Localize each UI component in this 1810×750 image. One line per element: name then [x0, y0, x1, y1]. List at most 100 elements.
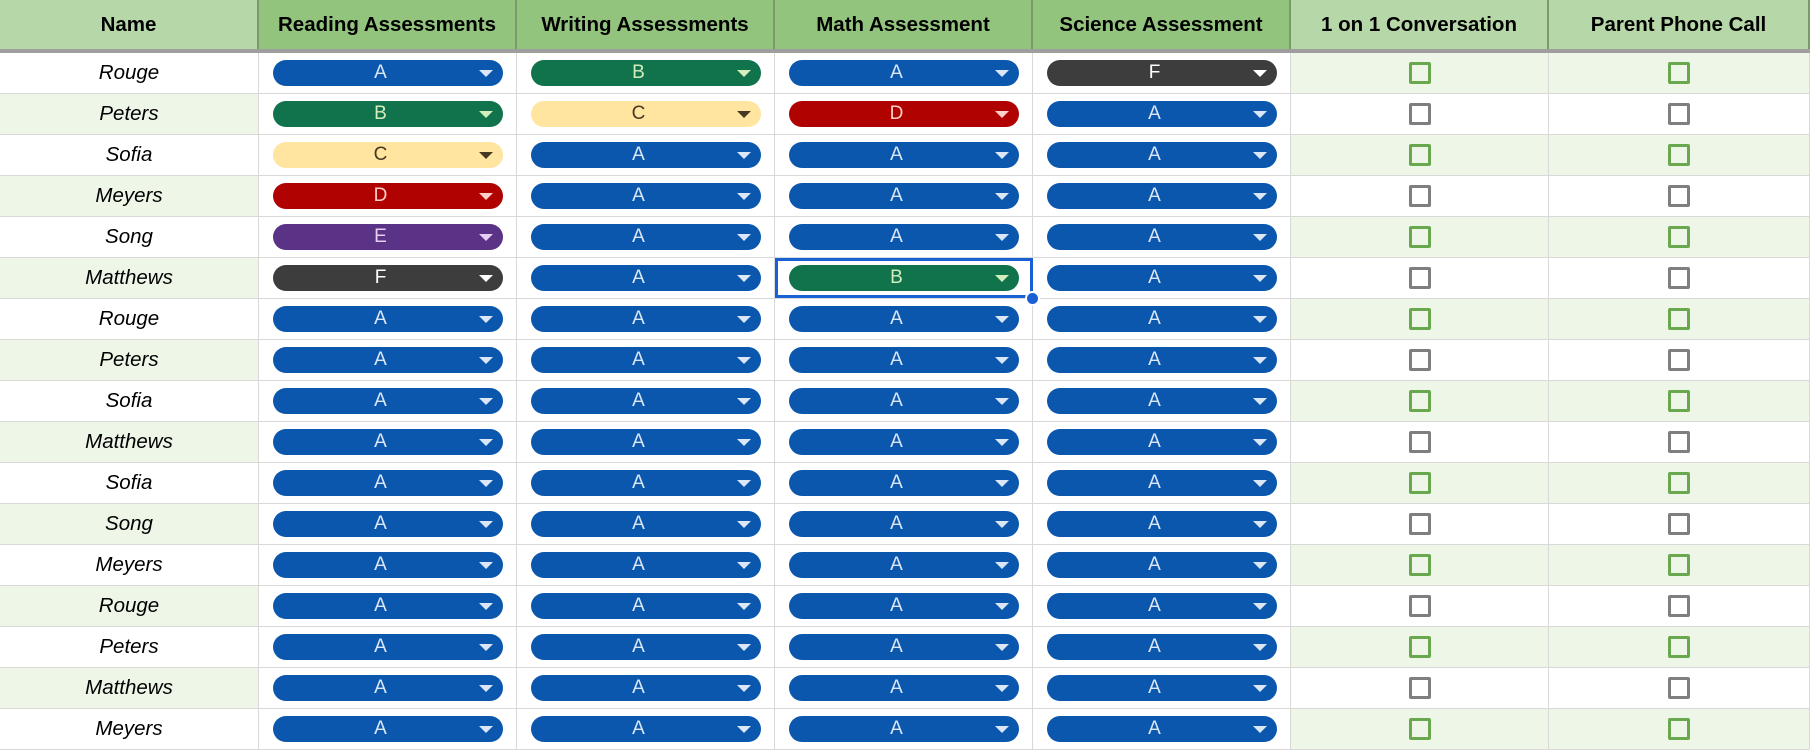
dropdown-arrow-icon[interactable] [1252, 726, 1267, 733]
grade-dropdown-chip[interactable]: A [272, 675, 503, 701]
one-on-one-checkbox[interactable] [1408, 308, 1431, 330]
dropdown-arrow-icon[interactable] [1252, 152, 1267, 159]
grade-dropdown-chip[interactable]: A [788, 388, 1019, 414]
dropdown-arrow-icon[interactable] [994, 398, 1009, 405]
grade-dropdown-chip[interactable]: A [530, 593, 761, 619]
math-grade-cell[interactable]: A [775, 53, 1033, 93]
reading-grade-cell[interactable]: A [259, 422, 517, 462]
dropdown-arrow-icon[interactable] [478, 480, 493, 487]
science-grade-cell[interactable]: A [1033, 668, 1291, 708]
dropdown-arrow-icon[interactable] [736, 111, 751, 118]
dropdown-arrow-icon[interactable] [736, 562, 751, 569]
name-cell[interactable]: Song [0, 217, 259, 257]
column-header-parent-call[interactable]: Parent Phone Call [1549, 0, 1810, 49]
grade-dropdown-chip[interactable]: A [788, 224, 1019, 250]
dropdown-arrow-icon[interactable] [994, 193, 1009, 200]
one-on-one-checkbox[interactable] [1408, 103, 1431, 125]
dropdown-arrow-icon[interactable] [478, 726, 493, 733]
one-on-one-checkbox[interactable] [1408, 267, 1431, 289]
grade-dropdown-chip[interactable]: A [788, 552, 1019, 578]
writing-grade-cell[interactable]: A [517, 135, 775, 175]
dropdown-arrow-icon[interactable] [478, 316, 493, 323]
math-grade-cell[interactable]: A [775, 340, 1033, 380]
reading-grade-cell[interactable]: A [259, 463, 517, 503]
grade-dropdown-chip[interactable]: A [788, 429, 1019, 455]
math-grade-cell[interactable]: A [775, 299, 1033, 339]
one-on-one-checkbox[interactable] [1408, 554, 1431, 576]
grade-dropdown-chip[interactable]: A [788, 60, 1019, 86]
grade-dropdown-chip[interactable]: A [788, 634, 1019, 660]
science-grade-cell[interactable]: A [1033, 299, 1291, 339]
grade-dropdown-chip[interactable]: A [1046, 634, 1277, 660]
grade-dropdown-chip[interactable]: F [1046, 60, 1277, 86]
grade-dropdown-chip[interactable]: A [530, 634, 761, 660]
reading-grade-cell[interactable]: B [259, 94, 517, 134]
math-grade-cell[interactable]: D [775, 94, 1033, 134]
reading-grade-cell[interactable]: A [259, 545, 517, 585]
reading-grade-cell[interactable]: D [259, 176, 517, 216]
grade-dropdown-chip[interactable]: A [788, 511, 1019, 537]
one-on-one-checkbox[interactable] [1408, 595, 1431, 617]
reading-grade-cell[interactable]: A [259, 668, 517, 708]
dropdown-arrow-icon[interactable] [1252, 111, 1267, 118]
dropdown-arrow-icon[interactable] [736, 603, 751, 610]
dropdown-arrow-icon[interactable] [736, 726, 751, 733]
parent-call-checkbox[interactable] [1668, 267, 1690, 289]
dropdown-arrow-icon[interactable] [1252, 275, 1267, 282]
grade-dropdown-chip[interactable]: A [1046, 511, 1277, 537]
one-on-one-checkbox[interactable] [1408, 636, 1431, 658]
grade-dropdown-chip[interactable]: B [788, 265, 1019, 291]
grade-dropdown-chip[interactable]: A [788, 675, 1019, 701]
name-cell[interactable]: Peters [0, 340, 259, 380]
grade-dropdown-chip[interactable]: A [530, 183, 761, 209]
grade-dropdown-chip[interactable]: A [788, 347, 1019, 373]
dropdown-arrow-icon[interactable] [1252, 562, 1267, 569]
name-cell[interactable]: Meyers [0, 176, 259, 216]
one-on-one-checkbox[interactable] [1408, 472, 1431, 494]
writing-grade-cell[interactable]: C [517, 94, 775, 134]
grade-dropdown-chip[interactable]: A [788, 183, 1019, 209]
science-grade-cell[interactable]: A [1033, 217, 1291, 257]
dropdown-arrow-icon[interactable] [478, 685, 493, 692]
parent-call-checkbox[interactable] [1668, 349, 1690, 371]
column-header-name[interactable]: Name [0, 0, 259, 49]
parent-call-checkbox[interactable] [1668, 636, 1690, 658]
dropdown-arrow-icon[interactable] [994, 603, 1009, 610]
dropdown-arrow-icon[interactable] [736, 480, 751, 487]
dropdown-arrow-icon[interactable] [1252, 193, 1267, 200]
science-grade-cell[interactable]: A [1033, 381, 1291, 421]
grade-dropdown-chip[interactable]: B [272, 101, 503, 127]
dropdown-arrow-icon[interactable] [994, 562, 1009, 569]
grade-dropdown-chip[interactable]: C [530, 101, 761, 127]
reading-grade-cell[interactable]: E [259, 217, 517, 257]
writing-grade-cell[interactable]: A [517, 586, 775, 626]
one-on-one-checkbox[interactable] [1408, 390, 1431, 412]
one-on-one-checkbox[interactable] [1408, 513, 1431, 535]
dropdown-arrow-icon[interactable] [994, 111, 1009, 118]
dropdown-arrow-icon[interactable] [1252, 70, 1267, 77]
reading-grade-cell[interactable]: A [259, 709, 517, 749]
parent-call-checkbox[interactable] [1668, 390, 1690, 412]
column-header-one-on-one[interactable]: 1 on 1 Conversation [1291, 0, 1549, 49]
science-grade-cell[interactable]: A [1033, 627, 1291, 667]
reading-grade-cell[interactable]: C [259, 135, 517, 175]
name-cell[interactable]: Rouge [0, 586, 259, 626]
math-grade-cell[interactable]: A [775, 135, 1033, 175]
one-on-one-checkbox[interactable] [1408, 349, 1431, 371]
grade-dropdown-chip[interactable]: A [530, 142, 761, 168]
dropdown-arrow-icon[interactable] [478, 111, 493, 118]
dropdown-arrow-icon[interactable] [478, 193, 493, 200]
dropdown-arrow-icon[interactable] [736, 316, 751, 323]
dropdown-arrow-icon[interactable] [478, 152, 493, 159]
dropdown-arrow-icon[interactable] [736, 398, 751, 405]
dropdown-arrow-icon[interactable] [1252, 234, 1267, 241]
grade-dropdown-chip[interactable]: A [530, 675, 761, 701]
parent-call-checkbox[interactable] [1668, 677, 1690, 699]
grade-dropdown-chip[interactable]: A [530, 552, 761, 578]
grade-dropdown-chip[interactable]: A [1046, 101, 1277, 127]
grade-dropdown-chip[interactable]: A [1046, 224, 1277, 250]
dropdown-arrow-icon[interactable] [1252, 603, 1267, 610]
dropdown-arrow-icon[interactable] [736, 439, 751, 446]
writing-grade-cell[interactable]: A [517, 422, 775, 462]
science-grade-cell[interactable]: A [1033, 545, 1291, 585]
